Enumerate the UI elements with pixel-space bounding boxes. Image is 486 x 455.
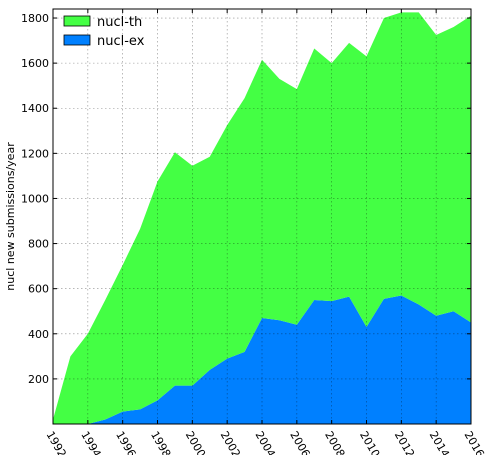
area-nucl-th bbox=[53, 12, 471, 424]
legend: nucl-th nucl-ex bbox=[63, 15, 145, 49]
x-tick-label: 2010 bbox=[357, 429, 382, 455]
legend-swatch-nucl-ex bbox=[63, 34, 91, 46]
x-tick-label: 2008 bbox=[322, 429, 347, 455]
y-tick-labels: 200 400 600 800 1000 1200 1400 1600 1800 bbox=[21, 12, 49, 386]
y-tick-label: 1000 bbox=[21, 192, 49, 205]
x-tick-label: 1998 bbox=[148, 429, 173, 455]
legend-label-nucl-th: nucl-th bbox=[97, 15, 142, 30]
x-tick-label: 2014 bbox=[427, 429, 452, 455]
x-tick-label: 2016 bbox=[461, 429, 486, 455]
y-axis-label: nucl new submissions/year bbox=[4, 142, 17, 291]
x-tick-label: 2002 bbox=[218, 429, 243, 455]
x-tick-label: 2004 bbox=[252, 429, 277, 455]
x-tick-label: 1996 bbox=[113, 429, 138, 455]
plot-areas bbox=[53, 12, 471, 424]
area-nucl-ex bbox=[53, 295, 471, 424]
x-tick-label: 1992 bbox=[43, 429, 68, 455]
y-tick-label: 800 bbox=[28, 238, 49, 251]
grid-lines bbox=[52, 9, 472, 424]
x-tick-label: 2012 bbox=[392, 429, 417, 455]
x-tick-label: 2000 bbox=[183, 429, 208, 455]
y-tick-label: 600 bbox=[28, 283, 49, 296]
x-tick-label: 1994 bbox=[78, 429, 103, 455]
legend-swatch-nucl-th bbox=[63, 15, 91, 27]
y-tick-label: 200 bbox=[28, 373, 49, 386]
y-tick-label: 1600 bbox=[21, 57, 49, 70]
legend-label-nucl-ex: nucl-ex bbox=[97, 34, 145, 49]
x-tick-label: 2006 bbox=[287, 429, 312, 455]
y-tick-label: 1400 bbox=[21, 102, 49, 115]
x-tick-labels: 1992 1994 1996 1998 2000 2002 2004 2006 2008 2010… bbox=[43, 429, 486, 455]
y-tick-label: 1800 bbox=[21, 12, 49, 25]
y-tick-label: 1200 bbox=[21, 147, 49, 160]
axis-ticks bbox=[52, 9, 472, 424]
y-tick-label: 400 bbox=[28, 328, 49, 341]
